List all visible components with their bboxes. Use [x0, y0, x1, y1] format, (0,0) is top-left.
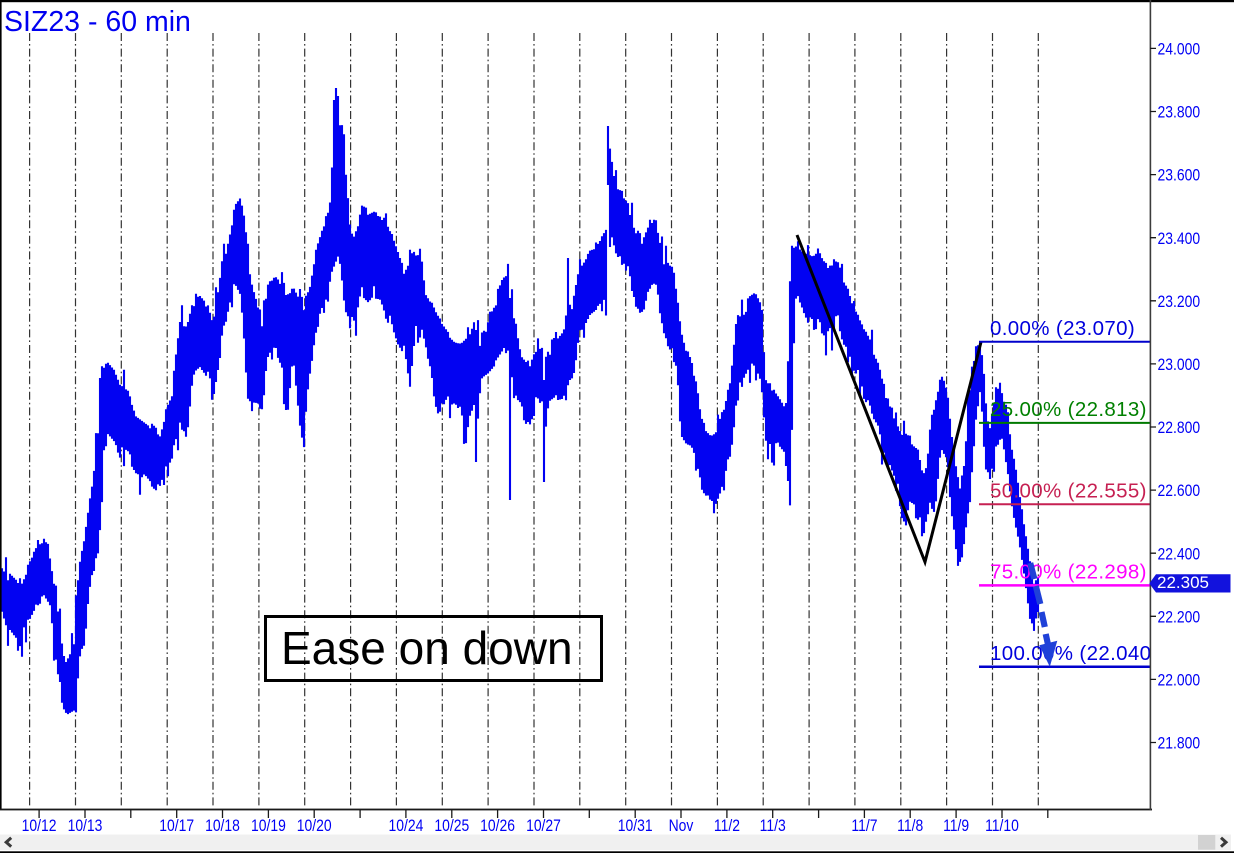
- svg-text:22.600: 22.600: [1158, 482, 1201, 501]
- svg-text:25.00% (22.813): 25.00% (22.813): [990, 398, 1147, 421]
- svg-text:21.800: 21.800: [1158, 734, 1201, 753]
- svg-text:10/17: 10/17: [159, 817, 194, 836]
- svg-text:23.200: 23.200: [1158, 293, 1201, 312]
- svg-text:50.00% (22.555): 50.00% (22.555): [990, 479, 1147, 502]
- svg-text:23.000: 23.000: [1158, 356, 1201, 375]
- svg-text:Nov: Nov: [669, 817, 694, 836]
- svg-text:100.00% (22.040: 100.00% (22.040: [990, 642, 1151, 665]
- svg-text:SIZ23 - 60 min: SIZ23 - 60 min: [4, 6, 191, 38]
- svg-text:10/19: 10/19: [251, 817, 286, 836]
- svg-text:11/7: 11/7: [851, 817, 877, 836]
- svg-text:11/2: 11/2: [714, 817, 740, 836]
- svg-text:10/24: 10/24: [388, 817, 423, 836]
- svg-text:10/13: 10/13: [68, 817, 103, 836]
- svg-text:23.400: 23.400: [1158, 230, 1201, 249]
- svg-text:24.000: 24.000: [1158, 40, 1201, 59]
- svg-text:10/25: 10/25: [434, 817, 469, 836]
- svg-text:10/27: 10/27: [526, 817, 561, 836]
- svg-text:75.00% (22.298): 75.00% (22.298): [990, 560, 1147, 583]
- svg-text:22.000: 22.000: [1158, 671, 1201, 690]
- svg-text:11/9: 11/9: [943, 817, 969, 836]
- svg-text:Ease on down: Ease on down: [281, 622, 573, 674]
- svg-text:10/12: 10/12: [22, 817, 57, 836]
- svg-text:22.400: 22.400: [1158, 545, 1201, 564]
- svg-text:23.600: 23.600: [1158, 166, 1201, 185]
- svg-text:22.200: 22.200: [1158, 608, 1201, 627]
- svg-text:22.800: 22.800: [1158, 419, 1201, 438]
- svg-text:23.800: 23.800: [1158, 103, 1201, 122]
- svg-text:10/18: 10/18: [205, 817, 240, 836]
- svg-text:11/3: 11/3: [760, 817, 786, 836]
- svg-text:0.00% (23.070): 0.00% (23.070): [990, 317, 1135, 340]
- svg-text:11/10: 11/10: [985, 817, 1019, 836]
- svg-text:10/31: 10/31: [618, 817, 653, 836]
- svg-text:22.305: 22.305: [1157, 573, 1209, 592]
- svg-text:10/26: 10/26: [480, 817, 515, 836]
- svg-text:10/20: 10/20: [297, 817, 332, 836]
- svg-text:11/8: 11/8: [897, 817, 923, 836]
